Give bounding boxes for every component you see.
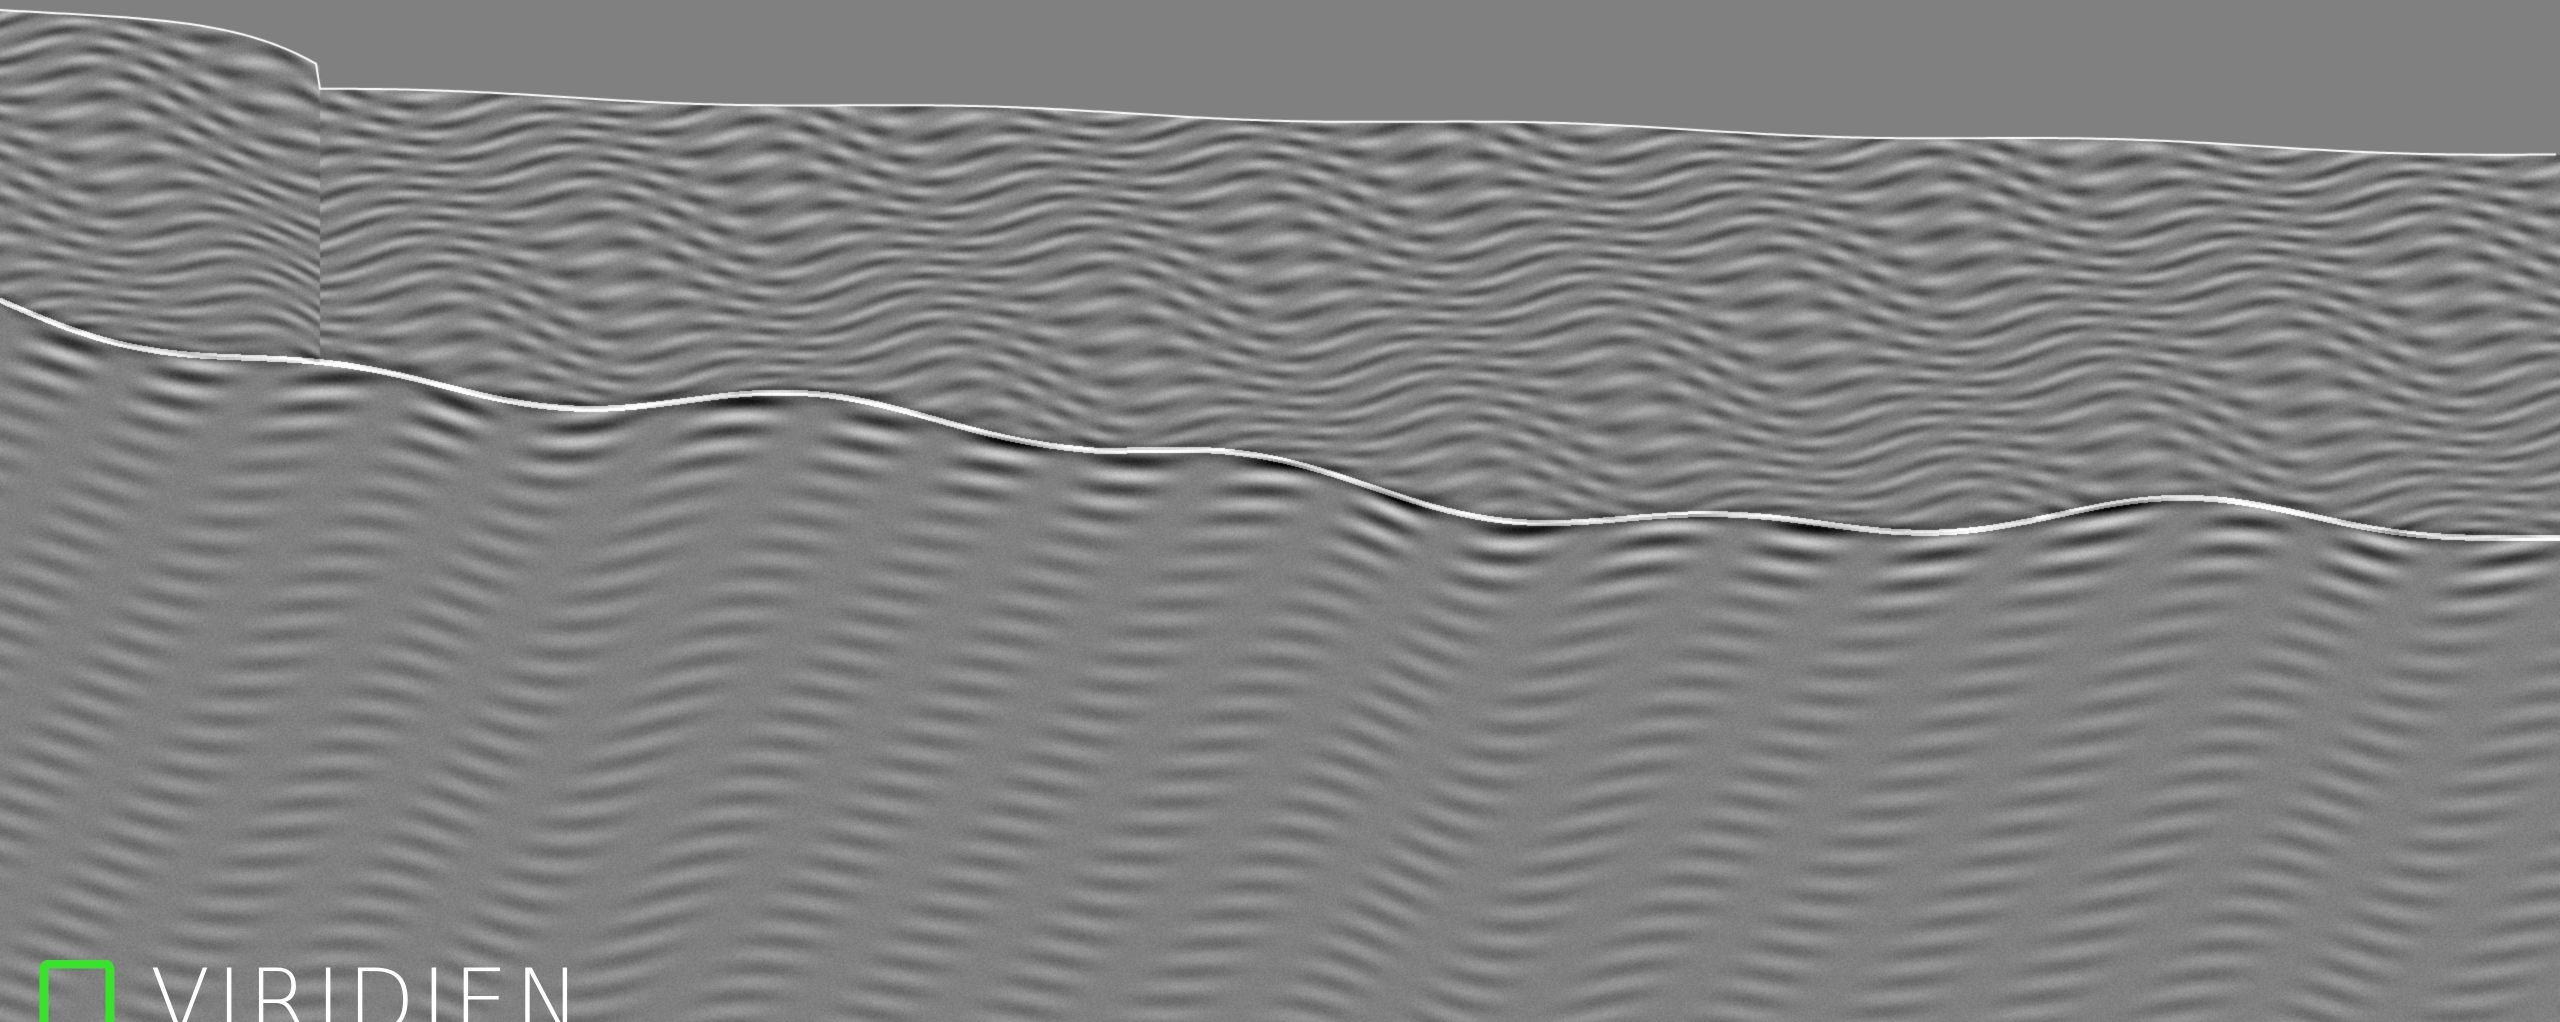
viridien-mark-icon — [39, 960, 115, 1022]
viridien-wordmark: VIRIDIEN — [150, 950, 587, 1022]
viridien-logo: VIRIDIEN — [38, 950, 618, 1022]
